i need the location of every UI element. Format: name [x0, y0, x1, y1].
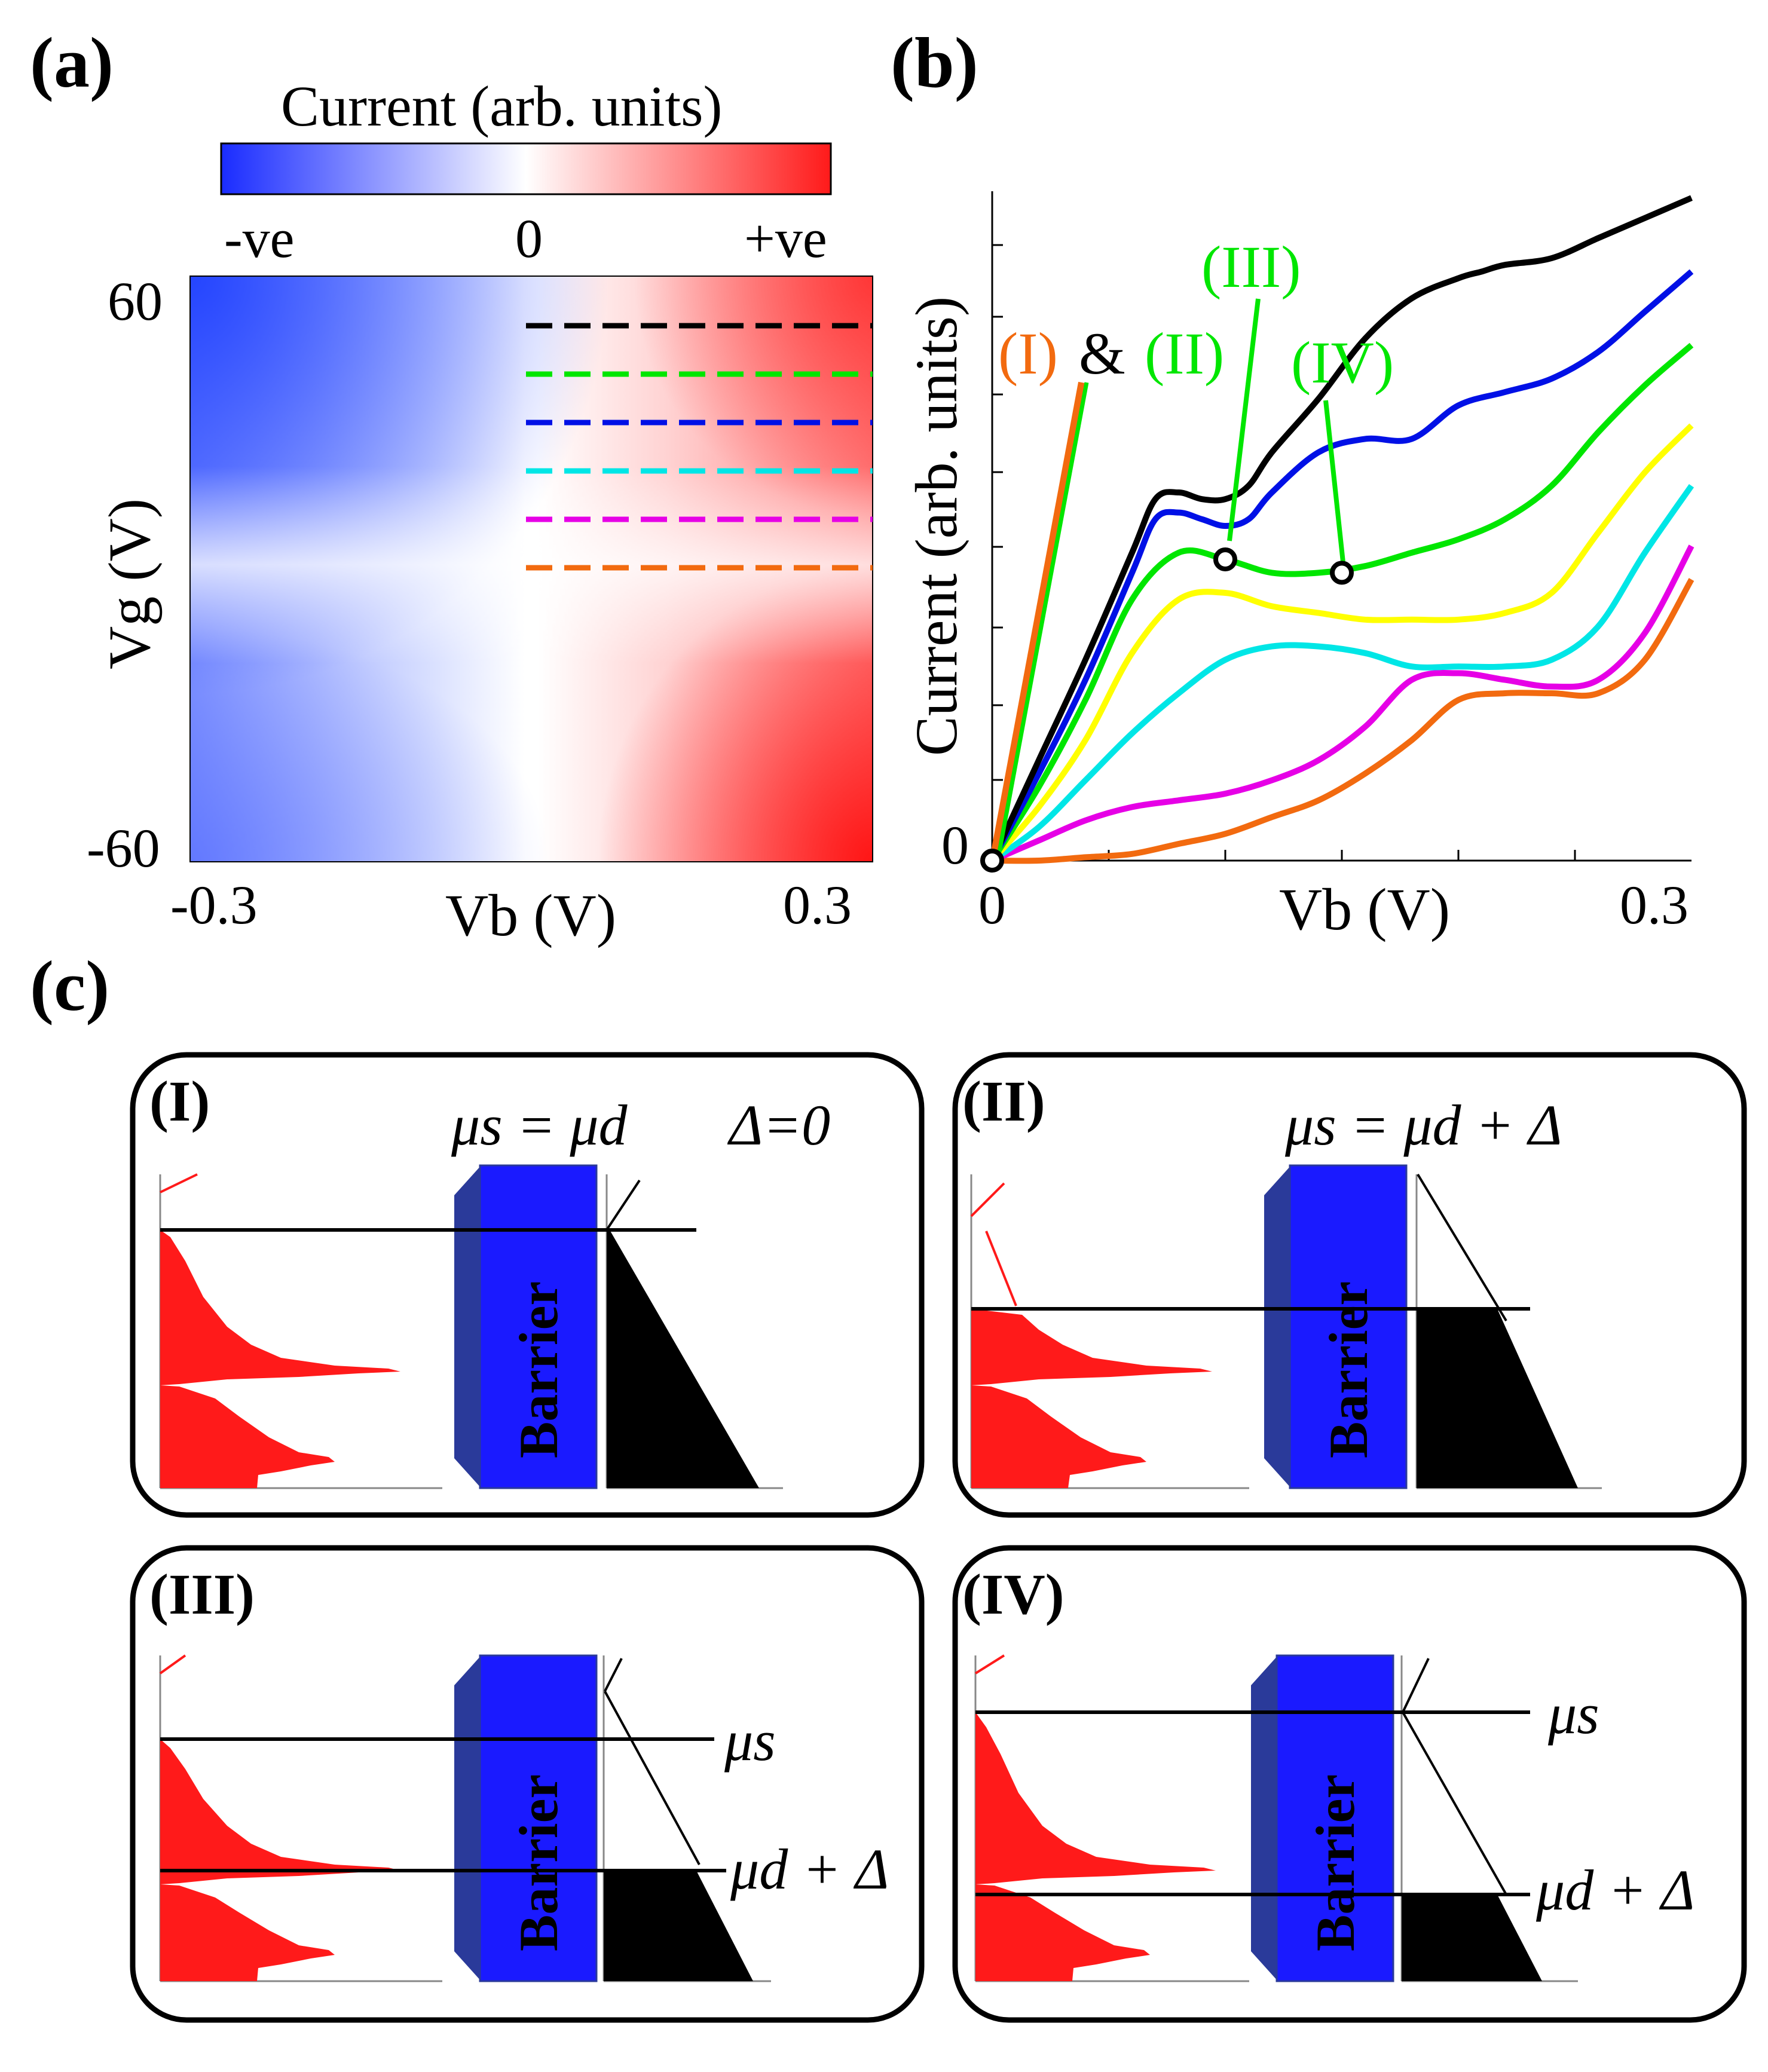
x-tick-left-b: 0 [978, 874, 1006, 935]
series-black [989, 195, 1693, 862]
plot-b-series [989, 195, 1694, 864]
x-tick-right: 0.3 [783, 874, 852, 935]
panel-b-label: (b) [891, 23, 978, 102]
colorbar-tick-neg: -ve [224, 208, 294, 269]
box-III: (III) Barrier μs μd + Δ [130, 1545, 925, 2023]
curve-II-steep [996, 382, 1089, 859]
barrier-text: Barrier [508, 1281, 569, 1458]
annotation-II: (II) [1145, 320, 1224, 387]
series-magenta [991, 544, 1694, 864]
panel-a: (a) Current (arb. units) -ve 0 +ve 60 -6… [30, 23, 873, 948]
marker-III [1213, 547, 1237, 571]
series-green [989, 342, 1694, 862]
box-IV-diagram: Barrier [974, 1654, 1578, 1982]
x-axis-label: Vb (V) [445, 882, 616, 948]
barrier [479, 1164, 598, 1489]
curve-I-steep [990, 381, 1085, 859]
colorbar-tick-pos: +ve [744, 208, 827, 269]
y-tick-bottom: -60 [87, 818, 160, 879]
box-III-mu-s: μs [724, 1709, 776, 1773]
barrier-text: Barrier [1305, 1774, 1366, 1951]
dos-source [160, 1230, 400, 1488]
box-IV-mu-s: μs [1547, 1682, 1599, 1746]
box-I-diagram: Barrier [159, 1164, 783, 1489]
barrier-side [454, 1165, 481, 1488]
panel-c: (c) (I) μs = μd Δ=0 Barrier [30, 946, 1747, 2023]
barrier-text: Barrier [1318, 1281, 1379, 1458]
colorbar-title: Current (arb. units) [281, 74, 722, 138]
marker-IV [1330, 561, 1354, 585]
cut-lines [526, 323, 873, 571]
series-orange [992, 578, 1694, 864]
series-blue [989, 269, 1694, 862]
plot-b-axes [991, 191, 1691, 862]
series-cyan [990, 483, 1694, 864]
box-II-diagram: Barrier [970, 1164, 1602, 1489]
plot-b-markers [980, 547, 1354, 873]
annotation-I: (I) [998, 320, 1058, 387]
marker-origin [980, 849, 1004, 873]
dos-drain [607, 1230, 759, 1488]
box-III-mu-d: μd + Δ [730, 1837, 889, 1901]
box-IV-label: (IV) [962, 1562, 1065, 1626]
y-axis-label-b: Current (arb. units) [903, 296, 969, 756]
annotation-III: (III) [1201, 234, 1301, 300]
series-yellow [990, 423, 1694, 863]
x-axis-label-b: Vb (V) [1279, 876, 1450, 942]
x-tick-left: -0.3 [170, 874, 258, 935]
x-tick-right-b: 0.3 [1620, 874, 1689, 935]
box-I: (I) μs = μd Δ=0 Barrier [130, 1052, 925, 1518]
leader-IV [1323, 400, 1346, 568]
box-IV: (IV) Barrier μs μd + Δ [952, 1545, 1747, 2023]
annotation-IV: (IV) [1291, 329, 1394, 396]
y-tick-zero-b: 0 [941, 815, 969, 876]
box-II: (II) μs = μd + Δ Barrier [952, 1052, 1747, 1518]
box-I-delta: Δ=0 [727, 1093, 830, 1157]
y-axis-label: Vg (V) [96, 498, 163, 669]
colorbar-tick-zero: 0 [515, 208, 543, 269]
box-II-label: (II) [962, 1069, 1045, 1133]
annotation-ampersand: & [1079, 320, 1125, 387]
panel-a-label: (a) [30, 23, 114, 102]
panel-c-label: (c) [30, 946, 109, 1026]
barrier-text: Barrier [508, 1774, 569, 1951]
y-tick-top: 60 [108, 271, 163, 332]
box-I-equation: μs = μd [451, 1093, 628, 1157]
box-I-label: (I) [149, 1069, 210, 1133]
box-IV-mu-d: μd + Δ [1535, 1858, 1694, 1922]
box-III-label: (III) [149, 1562, 255, 1626]
box-II-equation: μs = μd + Δ [1284, 1093, 1562, 1157]
leader-III [1227, 298, 1261, 541]
panel-b: (b) [891, 23, 1694, 942]
box-III-diagram: Barrier [159, 1654, 771, 1982]
colorbar [220, 142, 832, 195]
